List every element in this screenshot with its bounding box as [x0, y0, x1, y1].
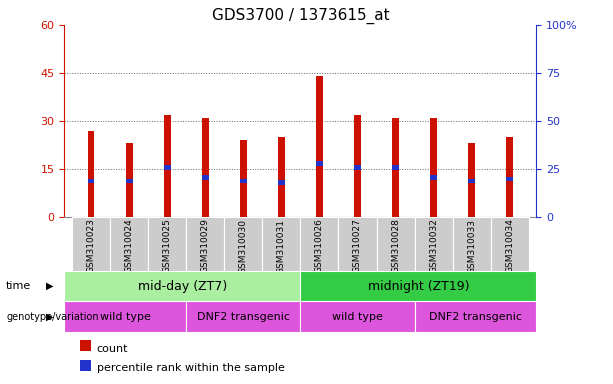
Bar: [414, 301, 536, 332]
Bar: [240, 140, 246, 217]
Bar: [376, 217, 414, 271]
Text: GSM310032: GSM310032: [429, 218, 438, 273]
Bar: [186, 217, 224, 271]
Bar: [354, 114, 361, 217]
Text: ▶: ▶: [46, 281, 53, 291]
Bar: [316, 76, 323, 217]
Title: GDS3700 / 1373615_at: GDS3700 / 1373615_at: [211, 7, 389, 23]
Bar: [300, 271, 536, 301]
Bar: [338, 217, 376, 271]
Text: GSM310031: GSM310031: [277, 218, 286, 273]
Bar: [202, 118, 208, 217]
Bar: [278, 137, 285, 217]
Bar: [64, 301, 186, 332]
Bar: [240, 179, 246, 184]
Bar: [354, 165, 361, 170]
Bar: [430, 118, 437, 217]
Bar: [262, 217, 300, 271]
Bar: [300, 217, 338, 271]
Text: GSM310034: GSM310034: [505, 218, 514, 273]
Text: GSM310030: GSM310030: [239, 218, 248, 273]
Bar: [164, 114, 170, 217]
Text: genotype/variation: genotype/variation: [6, 312, 99, 322]
Bar: [490, 217, 529, 271]
Bar: [506, 177, 513, 182]
Text: count: count: [97, 344, 128, 354]
Text: DNF2 transgenic: DNF2 transgenic: [197, 312, 290, 322]
Bar: [202, 175, 208, 180]
Bar: [414, 217, 452, 271]
Text: GSM310025: GSM310025: [162, 218, 172, 273]
Bar: [392, 165, 399, 170]
Text: wild type: wild type: [100, 312, 151, 322]
Bar: [164, 165, 170, 170]
Bar: [316, 161, 323, 166]
Bar: [430, 175, 437, 180]
Bar: [148, 217, 186, 271]
Text: wild type: wild type: [332, 312, 383, 322]
Bar: [64, 271, 300, 301]
Bar: [88, 179, 94, 184]
Text: GSM310027: GSM310027: [353, 218, 362, 273]
Bar: [186, 301, 300, 332]
Text: GSM310026: GSM310026: [315, 218, 324, 273]
Text: GSM310024: GSM310024: [124, 218, 134, 273]
Bar: [468, 143, 475, 217]
Text: GSM310033: GSM310033: [467, 218, 476, 273]
Text: percentile rank within the sample: percentile rank within the sample: [97, 363, 284, 373]
Bar: [88, 131, 94, 217]
Bar: [300, 301, 414, 332]
Text: mid-day (ZT7): mid-day (ZT7): [138, 280, 227, 293]
Bar: [278, 180, 285, 185]
Text: DNF2 transgenic: DNF2 transgenic: [429, 312, 522, 322]
Bar: [506, 137, 513, 217]
Text: time: time: [6, 281, 31, 291]
Bar: [126, 179, 132, 184]
Bar: [72, 217, 110, 271]
Text: midnight (ZT19): midnight (ZT19): [368, 280, 469, 293]
Bar: [392, 118, 399, 217]
Bar: [452, 217, 490, 271]
Bar: [110, 217, 148, 271]
Text: GSM310028: GSM310028: [391, 218, 400, 273]
Text: ▶: ▶: [46, 312, 53, 322]
Text: GSM310029: GSM310029: [200, 218, 210, 273]
Bar: [468, 179, 475, 184]
Text: GSM310023: GSM310023: [86, 218, 96, 273]
Bar: [126, 143, 132, 217]
Bar: [224, 217, 262, 271]
